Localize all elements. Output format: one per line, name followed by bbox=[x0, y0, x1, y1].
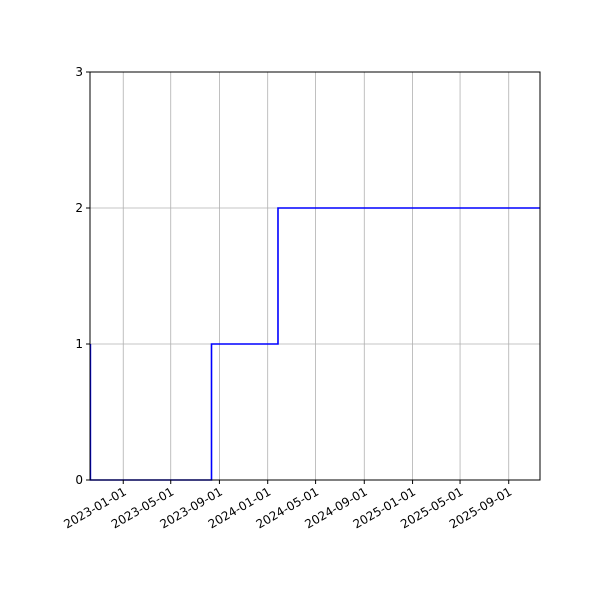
y-tick-label: 0 bbox=[75, 473, 83, 487]
y-tick-label: 3 bbox=[75, 65, 83, 79]
x-axis-ticks: 2023-01-012023-05-012023-09-012024-01-01… bbox=[61, 480, 514, 531]
y-tick-label: 2 bbox=[75, 201, 83, 215]
grid-lines bbox=[90, 71, 540, 481]
plot-frame bbox=[89, 71, 541, 481]
y-tick-label: 1 bbox=[75, 337, 83, 351]
y-axis-ticks: 0 1 2 3 bbox=[75, 65, 90, 487]
